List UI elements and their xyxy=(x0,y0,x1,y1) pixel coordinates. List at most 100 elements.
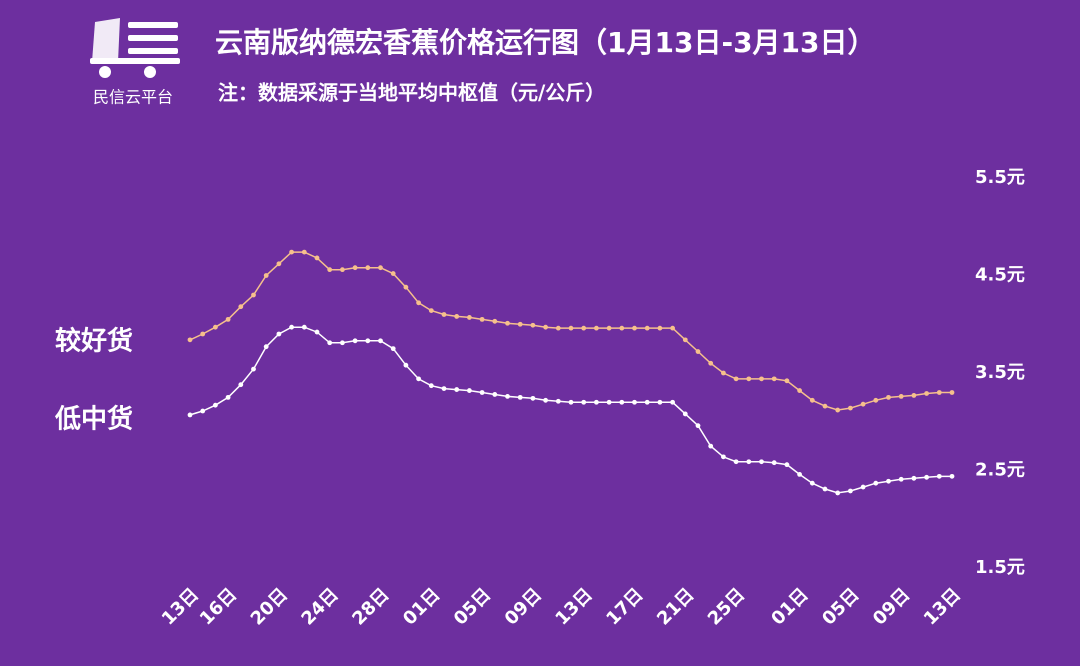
data-point xyxy=(441,386,447,391)
data-point xyxy=(784,378,790,384)
data-point xyxy=(632,399,637,405)
data-point xyxy=(606,399,612,405)
data-point xyxy=(924,391,929,396)
data-point xyxy=(911,393,917,398)
data-point xyxy=(682,337,688,343)
logo-text: 民信云平台 xyxy=(93,88,173,107)
y-tick-label: 1.5元 xyxy=(975,557,1025,578)
data-point xyxy=(479,316,485,322)
data-point xyxy=(200,408,206,414)
data-point xyxy=(784,462,790,468)
data-point xyxy=(505,394,510,399)
data-point xyxy=(594,325,599,331)
data-point xyxy=(213,402,218,408)
data-point xyxy=(263,344,269,350)
data-point xyxy=(886,478,891,484)
data-point xyxy=(682,411,688,417)
data-point xyxy=(708,360,714,366)
data-point xyxy=(835,490,841,496)
data-point xyxy=(657,325,663,331)
data-point xyxy=(492,318,498,324)
data-point xyxy=(619,325,625,331)
data-point xyxy=(746,376,752,382)
data-point xyxy=(276,261,282,267)
data-point xyxy=(759,459,764,465)
data-point xyxy=(352,338,358,344)
data-point xyxy=(530,322,536,328)
data-point xyxy=(670,399,675,405)
data-point xyxy=(187,337,193,343)
data-point xyxy=(517,394,523,400)
data-point xyxy=(378,338,383,344)
y-tick-label: 5.5元 xyxy=(975,167,1025,188)
data-point xyxy=(340,340,345,346)
data-point xyxy=(441,312,447,317)
data-point xyxy=(886,394,891,400)
data-point xyxy=(809,480,815,486)
y-tick-label: 3.5元 xyxy=(975,362,1025,383)
data-point xyxy=(530,395,536,401)
y-tick-label: 4.5元 xyxy=(975,265,1025,286)
data-point xyxy=(505,320,510,326)
y-tick-label: 2.5元 xyxy=(975,460,1025,481)
data-point xyxy=(301,324,307,330)
data-point xyxy=(594,399,599,405)
data-point xyxy=(695,423,701,429)
data-point xyxy=(263,273,269,278)
data-point xyxy=(924,474,929,480)
data-point xyxy=(314,255,320,261)
data-point xyxy=(390,271,396,276)
data-point xyxy=(543,324,548,330)
logo-icon xyxy=(90,18,180,78)
data-point xyxy=(289,324,294,330)
data-point xyxy=(251,292,256,298)
data-point xyxy=(238,304,244,310)
data-point xyxy=(555,325,561,331)
data-point xyxy=(581,399,587,405)
data-point xyxy=(454,314,460,319)
data-point xyxy=(873,397,879,403)
data-point xyxy=(632,325,637,331)
data-point xyxy=(822,486,828,492)
data-point xyxy=(213,324,218,330)
data-point xyxy=(835,407,841,413)
data-point xyxy=(327,340,333,346)
data-point xyxy=(238,382,244,388)
data-point xyxy=(822,403,828,409)
data-point xyxy=(848,405,853,411)
data-point xyxy=(251,366,256,372)
data-point xyxy=(187,412,193,418)
data-point xyxy=(314,329,320,335)
data-point xyxy=(403,284,409,290)
data-point xyxy=(606,325,612,331)
series-label: 低中货 xyxy=(54,404,133,435)
data-point xyxy=(860,401,866,407)
data-point xyxy=(225,394,231,400)
data-point xyxy=(390,346,396,352)
data-point xyxy=(733,376,739,382)
data-point xyxy=(543,397,548,403)
data-point xyxy=(721,454,726,460)
data-point xyxy=(797,472,802,477)
data-point xyxy=(619,399,625,405)
series-label: 较好货 xyxy=(55,326,133,357)
data-point xyxy=(276,331,282,337)
data-point xyxy=(568,325,574,331)
data-point xyxy=(949,473,955,479)
data-point xyxy=(733,459,739,465)
chart-title: 云南版纳德宏香蕉价格运行图（1月13日-3月13日） xyxy=(215,26,876,59)
data-point xyxy=(936,390,942,395)
data-point xyxy=(479,390,485,395)
data-point xyxy=(708,443,714,449)
data-point xyxy=(911,475,917,481)
data-point xyxy=(581,325,587,331)
data-point xyxy=(517,321,523,327)
data-point xyxy=(428,308,434,313)
data-point xyxy=(644,325,650,331)
data-point xyxy=(467,315,472,320)
data-point xyxy=(365,338,371,344)
data-point xyxy=(771,460,777,466)
data-point xyxy=(657,399,663,405)
data-point xyxy=(568,399,574,405)
